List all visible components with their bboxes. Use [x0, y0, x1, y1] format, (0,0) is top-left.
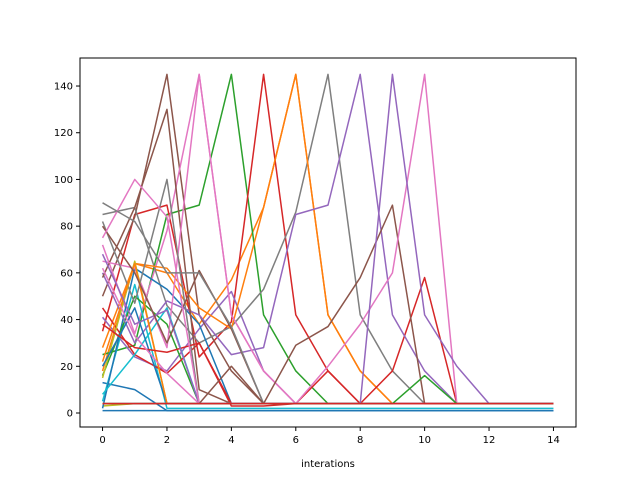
x-tick-label: 10 — [418, 435, 431, 446]
x-axis: 0 2 4 6 8 10 12 14 — [99, 427, 560, 446]
y-tick-label: 0 — [67, 408, 73, 419]
x-tick-label: 8 — [357, 435, 363, 446]
y-axis: 0 20 40 60 80 100 120 140 — [54, 82, 80, 419]
y-tick-label: 100 — [54, 175, 73, 186]
plot-frame — [79, 57, 577, 428]
x-tick-label: 14 — [547, 435, 560, 446]
y-tick-label: 60 — [60, 268, 73, 279]
y-tick-label: 40 — [60, 315, 73, 326]
y-tick-label: 80 — [60, 222, 73, 233]
y-tick-label: 140 — [54, 82, 73, 93]
series-line-10 — [101, 283, 554, 410]
x-axis-label: interations — [301, 459, 355, 470]
series-layer — [101, 73, 554, 412]
x-tick-label: 0 — [99, 435, 105, 446]
y-tick-label: 120 — [54, 128, 73, 139]
x-tick-label: 6 — [293, 435, 299, 446]
x-tick-label: 12 — [483, 435, 496, 446]
x-tick-label: 2 — [164, 435, 170, 446]
y-tick-label: 20 — [60, 362, 73, 373]
x-tick-label: 4 — [228, 435, 234, 446]
